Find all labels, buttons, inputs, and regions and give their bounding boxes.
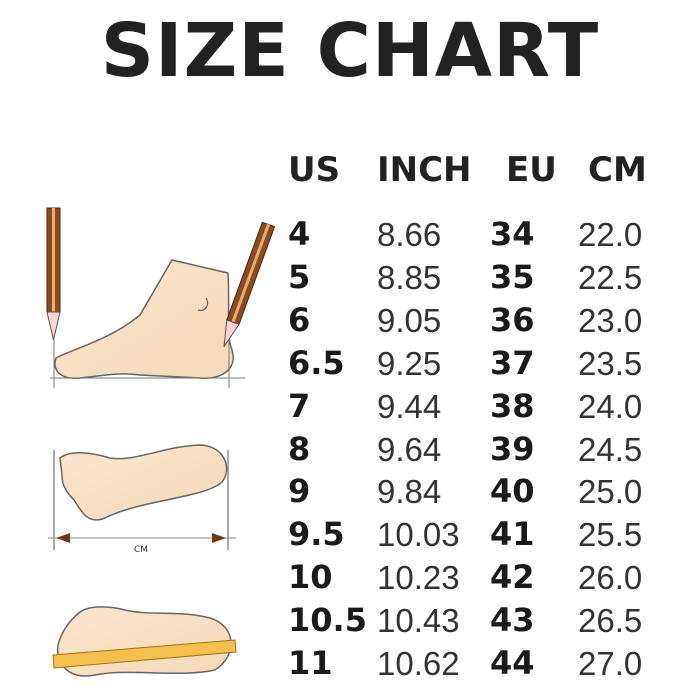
cm-label: CM <box>134 545 148 555</box>
inch-size: 9.44 <box>377 387 442 425</box>
cm-size: 26.0 <box>578 559 643 597</box>
us-size: 6 <box>288 300 311 339</box>
inch-size: 9.25 <box>377 344 442 382</box>
eu-size: 40 <box>490 472 535 511</box>
foot-ruler-icon <box>52 606 237 677</box>
inch-size: 8.85 <box>377 258 442 296</box>
header-eu: EU <box>506 150 557 190</box>
us-size: 6.5 <box>288 343 345 382</box>
header-inch: INCH <box>377 150 472 190</box>
cm-size: 22.0 <box>578 216 643 253</box>
footprint-icon: CM <box>48 444 236 555</box>
cm-size: 22.5 <box>578 258 643 296</box>
cm-size: 25.0 <box>578 473 643 511</box>
inch-size: 8.66 <box>377 216 442 253</box>
pencil-icon <box>46 207 61 341</box>
cm-size: 27.0 <box>578 645 643 682</box>
eu-size: 38 <box>490 386 535 425</box>
eu-size: 37 <box>490 343 535 382</box>
side-foot-icon <box>50 259 245 388</box>
us-size: 10 <box>288 558 333 597</box>
table-row: 7 9.44 38 24.0 <box>0 385 700 428</box>
us-size: 9 <box>288 472 311 511</box>
us-size: 10.5 <box>288 601 367 640</box>
us-size: 4 <box>288 215 311 253</box>
inch-size: 9.64 <box>377 430 442 468</box>
eu-size: 44 <box>490 644 535 682</box>
us-size: 8 <box>288 429 311 468</box>
pencil-icon <box>223 221 276 347</box>
header-us: US <box>288 150 341 190</box>
table-row: 8 9.64 39 24.5 <box>0 428 700 471</box>
table-row: 11 10.62 44 27.0 <box>0 642 700 685</box>
eu-size: 41 <box>490 515 535 554</box>
eu-size: 34 <box>490 215 535 253</box>
inch-size: 10.62 <box>377 645 460 682</box>
cm-size: 24.5 <box>578 430 643 468</box>
inch-size: 10.03 <box>377 516 460 554</box>
inch-size: 9.05 <box>377 301 442 339</box>
inch-size: 10.23 <box>377 559 460 597</box>
table-row: 9.5 10.03 41 25.5 <box>0 513 700 556</box>
us-size: 5 <box>288 257 311 296</box>
table-row: 9 9.84 40 25.0 <box>0 470 700 513</box>
table-row: 10 10.23 42 26.0 <box>0 556 700 599</box>
cm-size: 23.0 <box>578 301 643 339</box>
us-size: 7 <box>288 386 311 425</box>
us-size: 11 <box>288 644 333 682</box>
eu-size: 35 <box>490 257 535 296</box>
cm-size: 26.5 <box>578 602 643 640</box>
cm-size: 23.5 <box>578 344 643 382</box>
table-row: 4 8.66 34 22.0 <box>0 213 700 256</box>
eu-size: 39 <box>490 429 535 468</box>
cm-size: 25.5 <box>578 516 643 554</box>
eu-size: 36 <box>490 300 535 339</box>
cm-size: 24.0 <box>578 387 643 425</box>
us-size: 9.5 <box>288 515 345 554</box>
inch-size: 10.43 <box>377 602 460 640</box>
inch-size: 9.84 <box>377 473 442 511</box>
table-row: 10.5 10.43 43 26.5 <box>0 599 700 642</box>
page-title: SIZE CHART <box>100 8 600 94</box>
table-row: 6.5 9.25 37 23.5 <box>0 342 700 385</box>
table-row: 6 9.05 36 23.0 <box>0 299 700 342</box>
table-row: 5 8.85 35 22.5 <box>0 256 700 299</box>
eu-size: 42 <box>490 558 535 597</box>
foot-measuring-illustration: CM <box>46 207 276 677</box>
header-cm: CM <box>588 150 647 190</box>
eu-size: 43 <box>490 601 535 640</box>
